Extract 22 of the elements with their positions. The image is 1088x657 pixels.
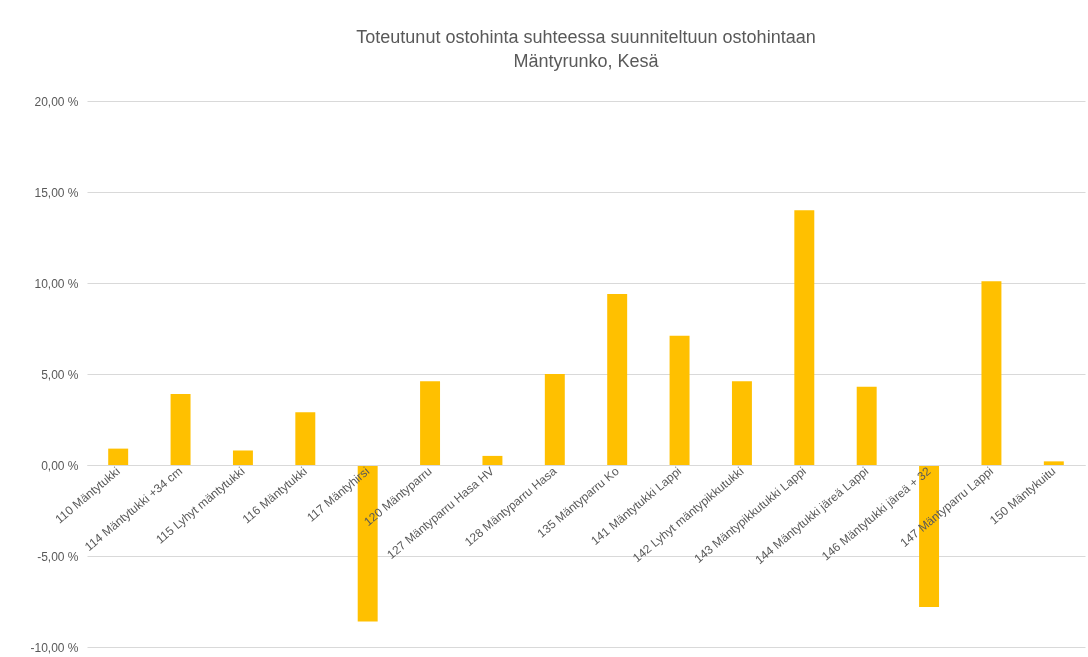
bar [981, 281, 1002, 465]
y-tick-label: 10,00 % [34, 276, 79, 291]
chart-title: Toteutunut ostohinta suhteessa suunniteltuun ostohintaan [356, 27, 816, 47]
bar [170, 394, 191, 465]
bar [856, 386, 877, 465]
y-tick-label: -10,00 % [30, 640, 79, 655]
bar [232, 450, 253, 465]
y-tick-label: 15,00 % [34, 185, 79, 200]
bar [607, 293, 628, 465]
bar [669, 335, 690, 465]
bar [1043, 461, 1064, 465]
y-tick-label: 20,00 % [34, 94, 79, 109]
bar [794, 210, 815, 465]
chart-subtitle: Mäntyrunko, Kesä [513, 51, 660, 71]
bar [108, 448, 129, 465]
bar [482, 455, 503, 465]
bar [295, 412, 316, 465]
bar [420, 381, 441, 465]
bar [544, 374, 565, 465]
y-tick-label: -5,00 % [37, 549, 79, 564]
bar [731, 381, 752, 465]
y-tick-label: 5,00 % [41, 367, 79, 382]
